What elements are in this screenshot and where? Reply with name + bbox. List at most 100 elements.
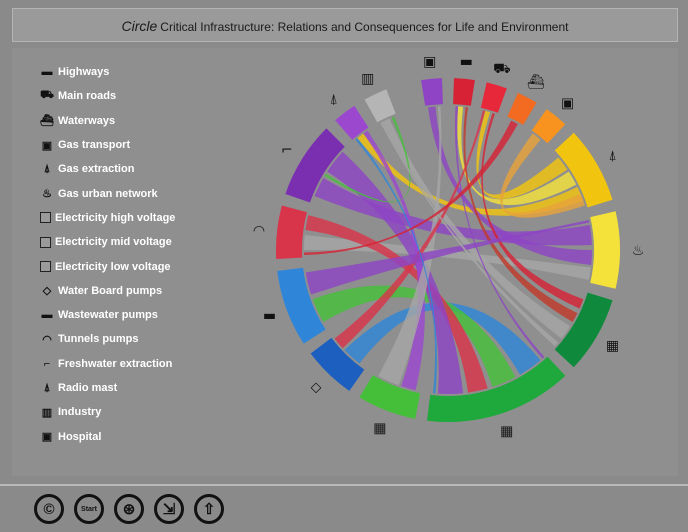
node-arc-water_board[interactable] xyxy=(310,337,365,391)
flame-icon: ♨ xyxy=(42,188,52,201)
legend-label: Industry xyxy=(58,406,102,419)
gas-extraction-icon: ⍋ xyxy=(43,162,51,175)
legend-label: Gas extraction xyxy=(58,163,135,176)
water-drop-icon: ◇ xyxy=(311,380,322,396)
network-button[interactable]: ⊛ xyxy=(114,494,144,524)
node-arc-hospital[interactable] xyxy=(421,78,443,106)
ship-icon: ⛴ xyxy=(527,74,545,90)
node-arc-main_roads[interactable] xyxy=(480,82,507,113)
legend-item: Electricity low voltage xyxy=(40,254,175,278)
legend-label: Gas transport xyxy=(58,139,131,152)
export-icon: ⇲ xyxy=(162,501,176,518)
tunnel-icon: ◠ xyxy=(253,223,265,239)
legend-item: ▬ Wastewater pumps xyxy=(40,303,175,327)
export-button[interactable]: ⇲ xyxy=(154,494,184,524)
wastewater-icon: ▬ xyxy=(263,308,276,324)
gas-transport-icon: ▣ xyxy=(561,95,574,111)
legend-item: Electricity high voltage xyxy=(40,206,175,230)
chord-ribbon-gas_urban-freshwater xyxy=(314,178,592,246)
node-arc-elec_mid[interactable] xyxy=(427,356,566,422)
car-icon: ⛟ xyxy=(493,61,511,77)
electricity-high-icon: ▦ xyxy=(606,338,619,354)
node-arc-elec_low[interactable] xyxy=(359,375,421,419)
node-arc-gas_transport[interactable] xyxy=(531,109,566,144)
highway-icon: ▬ xyxy=(41,66,53,79)
legend-item: ◠ Tunnels pumps xyxy=(40,327,175,351)
legend-item: ▥ Industry xyxy=(40,400,175,424)
legend-item: ⍋ Radio mast xyxy=(40,376,175,400)
chord-ribbon-elec_mid-water_board xyxy=(344,302,541,375)
node-arc-tunnels[interactable] xyxy=(276,205,307,260)
copyright-button[interactable]: © xyxy=(34,494,64,524)
legend-label: Radio mast xyxy=(58,382,118,394)
car-icon: ⛟ xyxy=(40,89,54,102)
hospital-icon: ▣ xyxy=(423,54,436,70)
start-icon: Start xyxy=(81,505,97,513)
toolbar: © Start ⊛ ⇲ ⇧ xyxy=(34,494,224,524)
ribbons xyxy=(304,106,592,394)
node-arc-waterways[interactable] xyxy=(507,92,537,125)
hospital-icon: ▣ xyxy=(41,431,53,444)
upload-button[interactable]: ⇧ xyxy=(194,494,224,524)
legend-item: ⛟ Main roads xyxy=(40,84,175,108)
wastewater-icon: ▬ xyxy=(41,309,53,322)
gas-extraction-icon: ⍋ xyxy=(608,148,616,164)
title-bar: Circle Critical Infrastructure: Relations… xyxy=(12,8,678,42)
chord-ribbon-elec_mid-freshwater xyxy=(327,151,464,394)
start-button[interactable]: Start xyxy=(74,494,104,524)
chord-ribbon-elec_high-industry xyxy=(382,118,571,339)
chord-ribbon-elec_mid-wastewater xyxy=(312,285,516,387)
chord-ribbon-elec_high-highways xyxy=(463,107,578,322)
legend-item: ⍋ Gas extraction xyxy=(40,157,175,181)
legend-item: Electricity mid voltage xyxy=(40,230,175,254)
legend-item: ▬ Highways xyxy=(40,60,175,84)
legend-item: ▣ Hospital xyxy=(40,424,175,448)
brand-name: Circle xyxy=(121,18,158,34)
network-icon: ⊛ xyxy=(122,501,136,518)
legend-item: ⛴ Waterways xyxy=(40,109,175,133)
electricity-mid-icon: ▦ xyxy=(500,424,513,440)
node-arc-wastewater[interactable] xyxy=(277,267,326,344)
legend-label: Highways xyxy=(58,66,110,79)
node-arc-elec_high[interactable] xyxy=(554,292,613,368)
arcs: ▣ ▬ ⛟ ⛴ ▣ ⍋ ♨ ▦ ▦ ▦ ◇ ▬ ◠ ⌐ ⍋ ▥ xyxy=(253,54,644,440)
radio-mast-icon: ⍋ xyxy=(43,381,51,394)
legend-item: ⌐ Freshwater extraction xyxy=(40,352,175,376)
node-arc-freshwater[interactable] xyxy=(285,128,345,203)
highway-icon: ▬ xyxy=(460,54,473,70)
node-arc-radio_mast[interactable] xyxy=(335,105,369,140)
gas-transport-icon: ▣ xyxy=(41,139,53,152)
radio-mast-icon: ⍋ xyxy=(329,91,337,107)
legend-label: Tunnels pumps xyxy=(58,333,139,346)
chord-ribbon-elec_low-hospital xyxy=(378,106,442,386)
legend-item: ▣ Gas transport xyxy=(40,133,175,157)
legend-label: Gas urban network xyxy=(58,187,158,200)
electricity-high-icon xyxy=(40,212,51,224)
divider xyxy=(0,484,688,486)
page-title: Circle Critical Infrastructure: Relations… xyxy=(13,9,677,43)
legend-label: Waterways xyxy=(58,114,116,127)
tunnel-icon: ◠ xyxy=(42,333,52,346)
node-arc-highways[interactable] xyxy=(453,78,475,106)
legend-label: Electricity high voltage xyxy=(55,211,176,224)
water-drop-icon: ◇ xyxy=(42,285,52,298)
legend-item: ◇ Water Board pumps xyxy=(40,279,175,303)
copyright-icon: © xyxy=(43,500,55,518)
electricity-mid-icon xyxy=(40,236,51,248)
legend-label: Wastewater pumps xyxy=(58,309,158,322)
electricity-low-icon xyxy=(40,261,51,273)
legend-label: Electricity mid voltage xyxy=(55,236,172,249)
chord-ribbon-gas_extraction-main_roads xyxy=(476,110,568,200)
chord-ribbon-elec_low-radio_mast xyxy=(363,130,425,391)
node-arc-gas_urban[interactable] xyxy=(590,211,621,289)
chord-ribbon-wastewater-gas_urban xyxy=(305,220,590,295)
chord-ribbon-gas_transport-gas_extraction xyxy=(500,133,585,218)
faucet-icon: ⌐ xyxy=(281,142,293,158)
factory-icon: ▥ xyxy=(41,406,53,419)
legend-label: Main roads xyxy=(58,90,117,103)
legend-label: Hospital xyxy=(58,430,102,443)
node-arc-industry[interactable] xyxy=(364,89,396,123)
flame-icon: ♨ xyxy=(632,243,645,259)
node-arc-gas_extraction[interactable] xyxy=(554,132,613,208)
